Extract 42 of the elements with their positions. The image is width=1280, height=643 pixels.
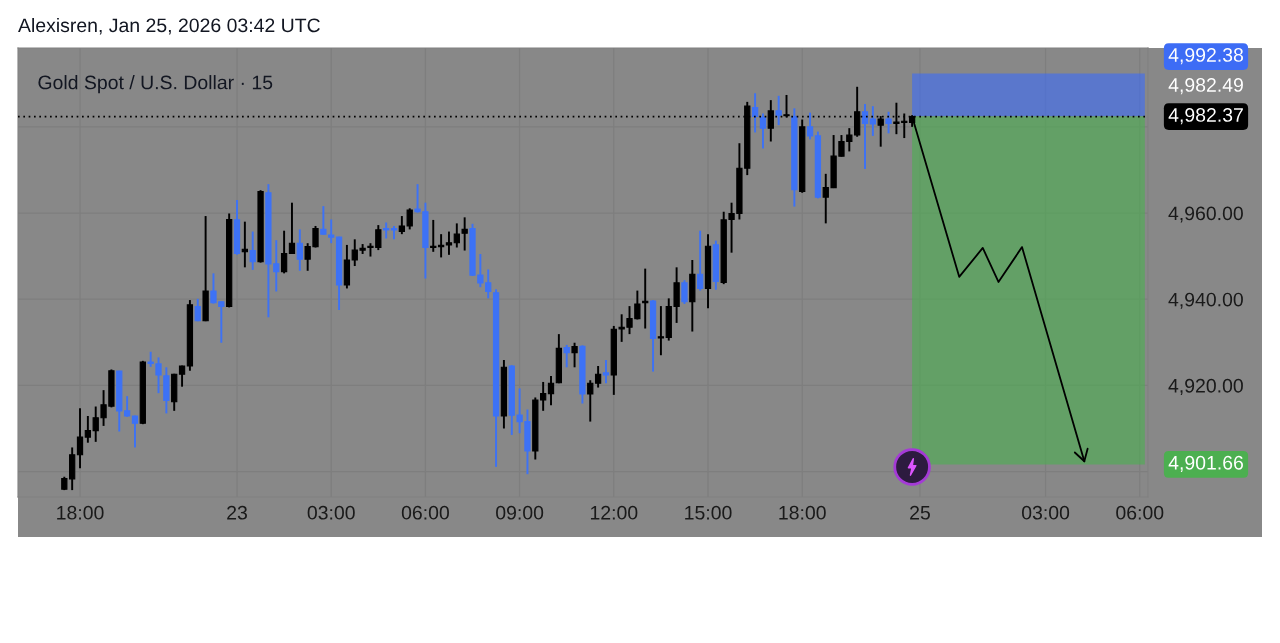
candlestick	[178, 364, 186, 388]
candlestick	[445, 230, 453, 256]
candlestick	[885, 110, 892, 135]
x-tick-label: 03:00	[1021, 505, 1070, 520]
candlestick	[547, 374, 555, 407]
candlestick	[775, 94, 782, 127]
x-tick-label: 06:00	[401, 505, 449, 520]
candlestick	[131, 414, 139, 449]
x-tick-label: 18:00	[779, 505, 826, 520]
x-tick-label: 09:00	[496, 505, 544, 520]
x-tick-label: 25	[910, 505, 930, 520]
x-tick-label: 06:00	[1116, 505, 1164, 520]
candlestick	[869, 105, 877, 137]
text: Gold Spot / U.S. Dollar · 15	[38, 75, 273, 94]
candlestick	[571, 341, 578, 369]
candlestick	[249, 230, 256, 271]
candlestick	[751, 92, 759, 134]
x-tick-label: 03:00	[307, 505, 355, 520]
y-tick-label: 4,940.00	[1168, 292, 1243, 309]
x-tick-label: 12:00	[590, 505, 638, 520]
y-tick-label: 4,920.00	[1168, 378, 1243, 395]
candlestick	[288, 201, 296, 255]
candlestick	[759, 112, 767, 150]
candlestick	[861, 103, 869, 171]
candlestick	[602, 359, 610, 385]
candlestick	[657, 305, 665, 357]
y-tick-label: 4,960.00	[1168, 206, 1243, 223]
candlestick	[280, 229, 288, 275]
candlestick	[296, 228, 303, 272]
chart-title: Alexisren, Jan 25, 2026 03:42 UTC	[18, 17, 320, 35]
candlestick	[806, 111, 814, 141]
band-label: 4,901.66	[1168, 455, 1243, 472]
candlestick	[681, 279, 688, 305]
candlestick	[697, 229, 704, 292]
x-tick-label: 15:00	[685, 505, 732, 520]
x-tick-label: 18:00	[57, 505, 104, 520]
candlestick	[563, 343, 570, 369]
band-label: 4,992.38	[1168, 48, 1243, 65]
x-tick-label: 23	[227, 505, 247, 520]
ref-line-label: 4,982.37	[1168, 108, 1243, 125]
text: 4,982.49	[1168, 78, 1243, 95]
candlestick	[76, 407, 84, 470]
